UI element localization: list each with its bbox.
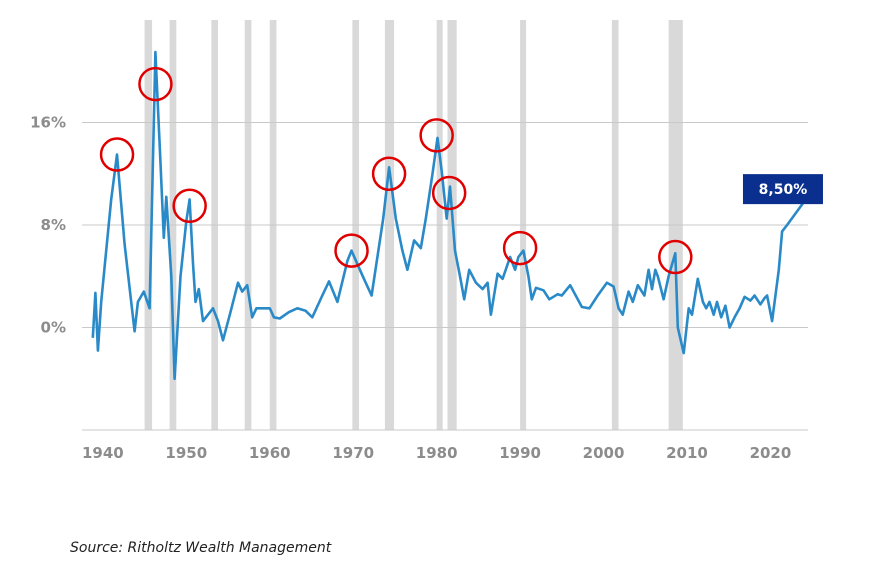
x-tick-label: 1990: [499, 444, 541, 462]
y-tick-label: 16%: [30, 114, 66, 132]
inflation-chart: 0% 8% 16% 1940 1950 1960 1970 1980 1990 2000 2010…: [30, 20, 823, 462]
source-note: Source: Ritholtz Wealth Management: [70, 540, 332, 556]
y-tick-label: 0%: [41, 319, 66, 337]
x-tick-label: 1950: [165, 444, 207, 462]
peak-marker-circle: [371, 156, 407, 191]
callout-box: [742, 174, 823, 205]
peak-markers: [99, 66, 693, 275]
callout-label: 8,50%: [759, 182, 808, 198]
x-tick-label: 1980: [416, 444, 458, 462]
x-tick-label: 2000: [583, 444, 625, 462]
peak-marker-circle: [431, 175, 467, 211]
x-tick-label: 2010: [666, 444, 708, 462]
inflation-series-line: [91, 50, 805, 381]
peak-marker-circle: [419, 118, 454, 153]
peak-marker-circle: [99, 137, 135, 172]
peak-marker-circle: [138, 66, 173, 102]
peak-marker-circle: [658, 239, 693, 275]
series-line-group: [91, 50, 805, 381]
peak-marker-circle: [502, 230, 538, 266]
peak-marker-circle: [172, 188, 207, 224]
x-tick-label: 1960: [249, 444, 291, 462]
value-callout: 8,50%: [742, 174, 823, 205]
y-tick-label: 8%: [41, 216, 66, 234]
x-axis-tick-labels: 1940 1950 1960 1970 1980 1990 2000 2010 2020: [82, 444, 791, 462]
x-tick-label: 1970: [332, 444, 374, 462]
x-tick-label: 1940: [82, 444, 124, 462]
y-axis-tick-labels: 0% 8% 16%: [30, 114, 66, 337]
gridlines: [82, 122, 808, 431]
peak-marker-circle: [334, 233, 369, 268]
x-tick-label: 2020: [750, 444, 792, 462]
